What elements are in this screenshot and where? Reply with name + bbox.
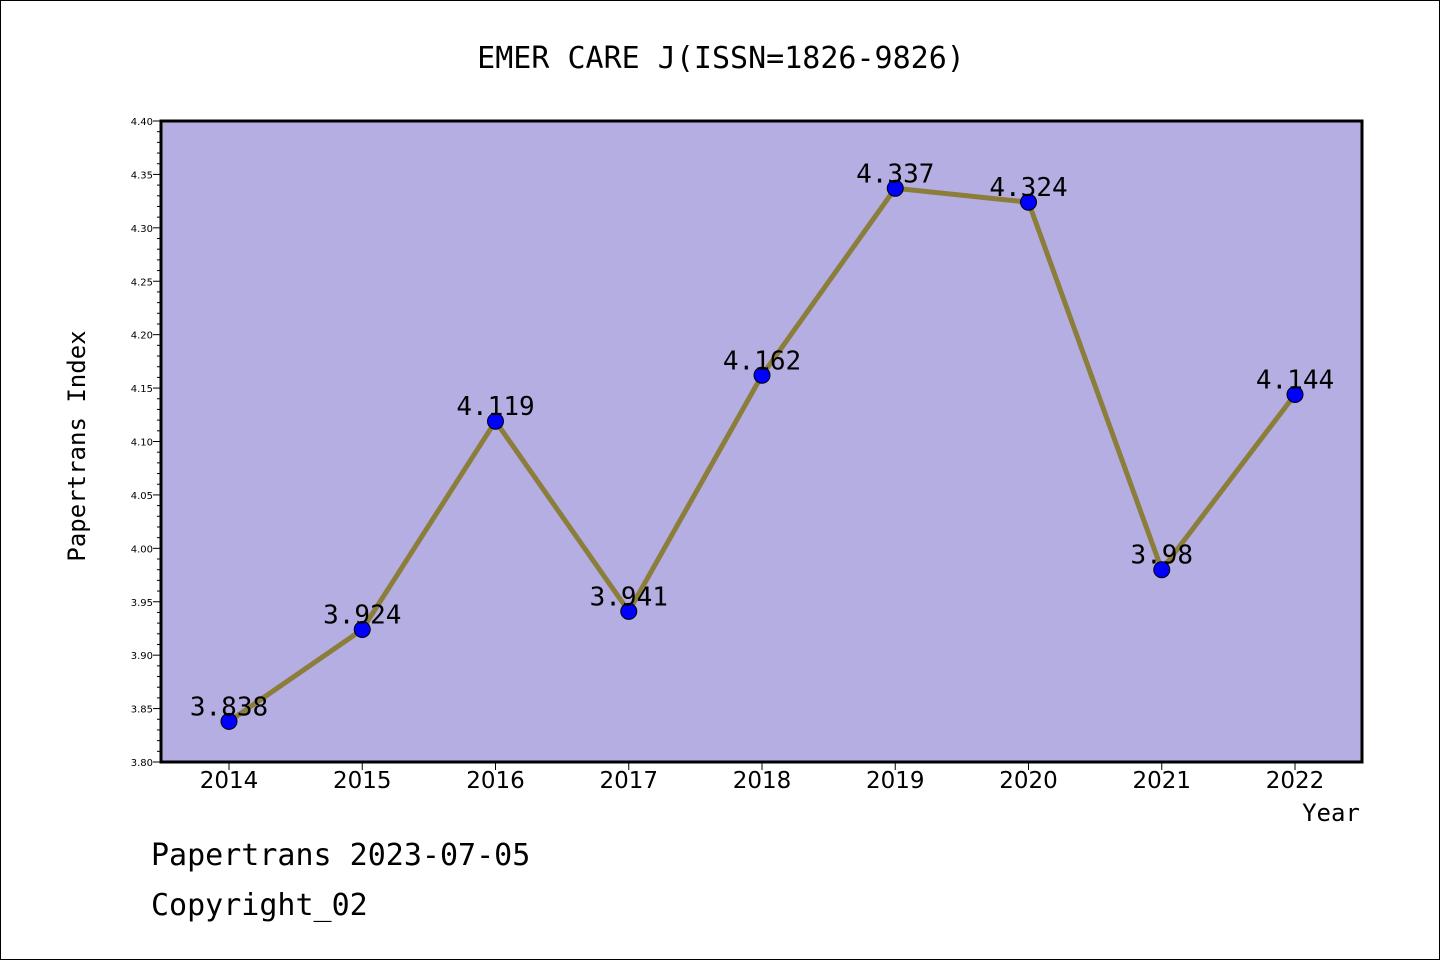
data-point-2016 xyxy=(487,412,504,430)
data-label-2022: 4.144 xyxy=(1256,365,1334,395)
y-tick-label: 4.25 xyxy=(131,277,153,288)
plot-area xyxy=(161,121,1362,762)
y-tick-label: 4.15 xyxy=(131,384,153,395)
x-tick-label: 2022 xyxy=(1266,768,1325,794)
data-point-2014 xyxy=(220,712,238,730)
y-axis-label: Papertrans Index xyxy=(63,330,91,561)
data-label-2019: 4.337 xyxy=(856,159,934,189)
y-tick-label: 4.05 xyxy=(131,491,153,502)
x-tick-label: 2021 xyxy=(1132,768,1191,794)
data-point-2018 xyxy=(753,366,771,384)
y-axis: 3.80 3.85 3.90 3.95 4.00 4.05 4.10 4.15 4.20 4.25… xyxy=(131,117,161,769)
data-point-2019 xyxy=(886,179,904,197)
y-tick-label: 4.40 xyxy=(131,117,153,128)
data-label-2020: 4.324 xyxy=(989,173,1067,203)
data-labels: 3.838 3.924 4.119 3.941 4.162 4.337 4.324 3.98 4… xyxy=(190,159,1334,722)
data-label-2017: 3.941 xyxy=(590,582,668,612)
x-tick-label: 2014 xyxy=(200,768,259,794)
y-tick-label: 4.35 xyxy=(131,170,153,181)
data-label-2018: 4.162 xyxy=(723,346,801,376)
data-label-2021: 3.98 xyxy=(1130,541,1193,571)
x-tick-label: 2016 xyxy=(466,768,525,794)
x-tick-label: 2017 xyxy=(599,768,658,794)
x-tick-label: 2019 xyxy=(866,768,925,794)
y-tick-label: 3.90 xyxy=(131,651,153,662)
x-tick-label: 2020 xyxy=(999,768,1058,794)
y-tick-label: 4.10 xyxy=(131,438,153,449)
data-label-2016: 4.119 xyxy=(456,392,534,422)
footer-date: Papertrans 2023-07-05 xyxy=(151,838,530,873)
data-label-2014: 3.838 xyxy=(190,692,268,722)
y-tick-label: 3.85 xyxy=(131,705,153,716)
y-tick-label: 4.30 xyxy=(131,224,153,235)
data-series xyxy=(220,179,1304,730)
plot-border xyxy=(159,119,1364,764)
data-label-2015: 3.924 xyxy=(323,601,401,631)
y-tick-label: 4.20 xyxy=(131,331,153,342)
data-point-2017 xyxy=(620,602,638,620)
x-tick-label: 2015 xyxy=(333,768,392,794)
x-axis-label: Year xyxy=(1302,799,1360,827)
data-point-2021 xyxy=(1153,561,1171,579)
x-axis: 2014 2015 2016 2017 2018 2019 2020 2021 2022 xyxy=(200,762,1325,794)
data-point-2020 xyxy=(1020,193,1037,211)
y-tick-label: 3.80 xyxy=(131,758,153,769)
y-tick-label: 4.00 xyxy=(131,544,153,555)
data-point-2015 xyxy=(353,621,371,639)
chart-title: EMER CARE J(ISSN=1826-9826) xyxy=(477,41,965,76)
y-tick-label: 3.95 xyxy=(131,598,153,609)
x-tick-label: 2018 xyxy=(733,768,792,794)
data-point-2022 xyxy=(1286,385,1304,403)
footer-copyright: Copyright_02 xyxy=(151,888,368,923)
